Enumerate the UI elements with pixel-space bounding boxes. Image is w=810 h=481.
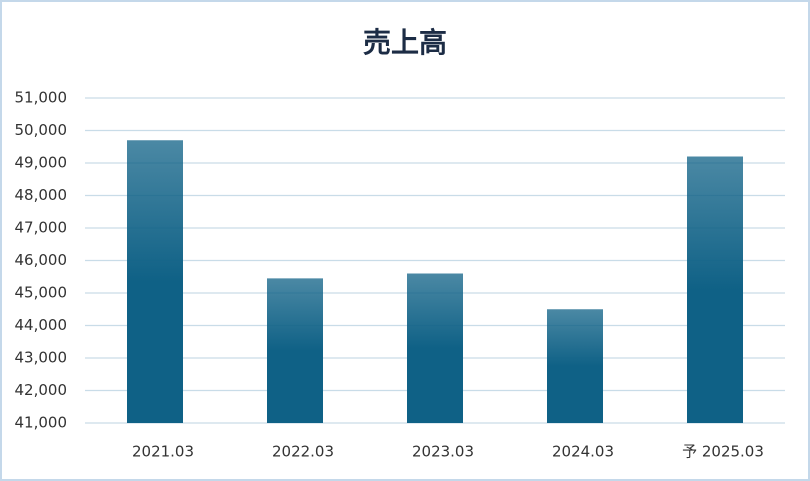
y-tick-label: 49,000 [15,154,68,172]
y-tick-label: 43,000 [15,349,68,367]
bar [547,309,603,423]
y-tick-label: 42,000 [15,381,68,399]
bar [267,278,323,423]
y-tick-label: 41,000 [15,414,68,432]
x-tick-label: 2021.03 [132,443,194,461]
x-tick-label: 2023.03 [412,443,474,461]
y-tick-label: 45,000 [15,284,68,302]
x-tick-label: 予 2025.03 [682,443,764,461]
y-tick-label: 44,000 [15,316,68,334]
y-tick-label: 48,000 [15,186,68,204]
bar [127,140,183,423]
y-tick-label: 51,000 [15,89,68,107]
chart-title: 売上高 [363,26,447,59]
y-tick-label: 50,000 [15,121,68,139]
y-tick-label: 46,000 [15,251,68,269]
y-tick-label: 47,000 [15,219,68,237]
x-tick-label: 2024.03 [552,443,614,461]
x-tick-label: 2022.03 [272,443,334,461]
bar [687,156,743,423]
bar [407,273,463,423]
